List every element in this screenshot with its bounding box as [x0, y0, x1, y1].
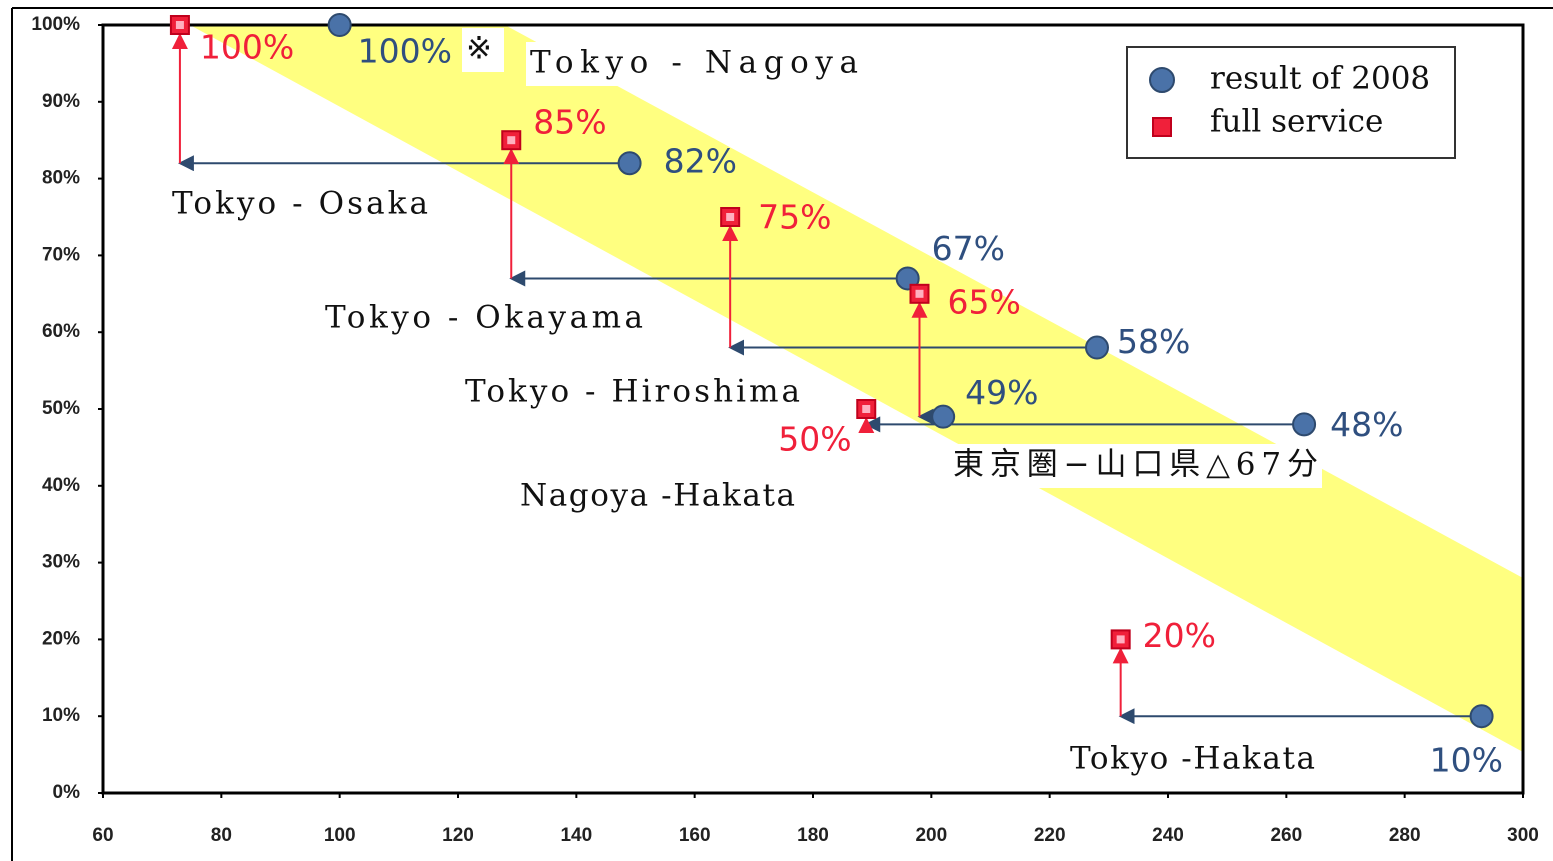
y-tick-label: 100% [31, 14, 80, 35]
point [931, 404, 956, 429]
annotation-bg [462, 28, 504, 72]
x-tick-label: 80 [211, 825, 232, 846]
annotation-bg [321, 297, 647, 341]
annotation-bg [949, 444, 1322, 488]
annotation: 東京圏−山口県△67分 [953, 447, 1318, 483]
x-tick-label: 300 [1507, 825, 1539, 846]
data-label: 49% [965, 373, 1038, 412]
data-label: 75% [758, 198, 831, 237]
annotation: Tokyo -Hakata [1070, 741, 1315, 777]
data-label: 10% [1430, 741, 1503, 780]
legend-marker [1152, 117, 1172, 137]
legend [1126, 46, 1456, 159]
x-tick-label: 120 [442, 825, 474, 846]
point-inner [1116, 635, 1125, 644]
annotation: Tokyo - Nagoya [530, 45, 858, 81]
y-tick-label: 60% [42, 321, 80, 342]
point-inner [862, 405, 871, 413]
x-tick-label: 220 [1034, 825, 1066, 846]
annotation-bg [461, 371, 804, 415]
y-tick-label: 10% [42, 705, 80, 726]
data-label: 67% [932, 229, 1005, 268]
point-inner [175, 21, 184, 29]
x-tick-label: 280 [1389, 825, 1421, 846]
x-tick-label: 260 [1270, 825, 1302, 846]
data-label: 48% [1330, 405, 1403, 444]
plot: Tokyo - Nagoya Tokyo - Osaka Tokyo - Okaya… [168, 13, 1503, 782]
point [1085, 335, 1109, 360]
y-tick-label: 50% [42, 398, 80, 419]
annotation-bg [1066, 738, 1319, 782]
point [327, 13, 352, 37]
x-tick-label: 160 [679, 825, 711, 846]
y-tick-label: 40% [42, 475, 80, 496]
annotation-bg [168, 183, 432, 227]
x-tick-label: 140 [560, 825, 592, 846]
trend-band [190, 25, 1523, 752]
x-tick-label: 60 [92, 825, 113, 846]
point [1292, 412, 1317, 437]
annotation: Tokyo - Hiroshima [465, 374, 800, 410]
y-tick-label: 20% [42, 628, 80, 649]
data-label: 65% [948, 282, 1021, 321]
point [617, 151, 642, 176]
y-tick-label: 0% [53, 782, 81, 803]
data-label: 82% [664, 142, 737, 181]
y-tick-label: 90% [42, 91, 80, 112]
annotation: Nagoya -Hakata [520, 478, 795, 514]
point-inner [915, 289, 924, 298]
annotation-bg [526, 42, 862, 86]
data-label: 100% [358, 32, 452, 71]
y-tick-label: 30% [42, 552, 80, 573]
legend-marker [1149, 67, 1175, 93]
point-inner [726, 213, 735, 221]
data-label: 85% [533, 103, 606, 142]
point-inner [507, 136, 516, 145]
x-tick-label: 200 [915, 825, 947, 846]
data-label: 100% [200, 28, 294, 67]
annotation-bg [516, 475, 799, 519]
legend-label: full service [1210, 104, 1383, 140]
x-tick-label: 100 [324, 825, 356, 846]
annotation: Tokyo - Osaka [172, 186, 428, 222]
point [1469, 704, 1494, 729]
data-label: 58% [1117, 322, 1190, 361]
data-label: 50% [778, 420, 851, 459]
y-tick-label: 70% [42, 244, 80, 265]
annotation: Tokyo - Okayama [325, 300, 643, 336]
legend-label: result of 2008 [1210, 61, 1430, 97]
data-label: 20% [1143, 616, 1216, 655]
y-tick-label: 80% [42, 168, 80, 189]
x-tick-label: 240 [1152, 825, 1184, 846]
annotation: ※ [466, 31, 492, 67]
x-tick-label: 180 [797, 825, 829, 846]
